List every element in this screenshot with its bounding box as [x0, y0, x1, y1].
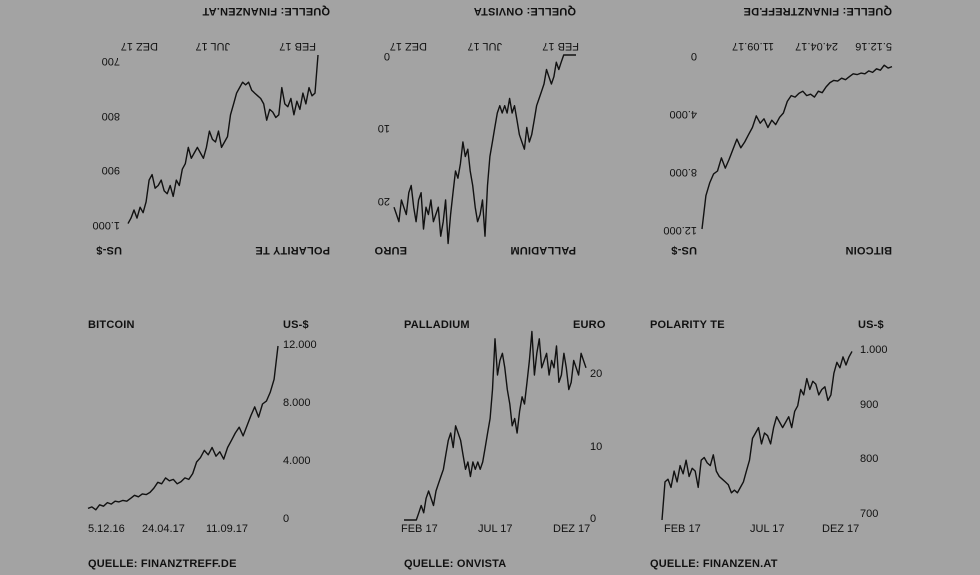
chart-1-y-tick: 0 — [283, 513, 290, 525]
chart-1-unit: US-$ — [283, 319, 309, 331]
chart-3-title: POLARITY TE — [650, 319, 725, 331]
chart-2-series-line — [404, 330, 587, 521]
chart-2-y-tick: 0 — [590, 513, 597, 525]
chart-1-y-tick: 12.000 — [283, 339, 317, 351]
mirrored-chart-1-series-line — [701, 64, 893, 230]
mirrored-chart-3-plot — [127, 54, 319, 224]
chart-3-x-tick: DEZ 17 — [822, 523, 860, 535]
mirrored-chart-1-plot — [701, 64, 893, 230]
chart-3-plot — [661, 351, 853, 521]
chart-2-source: QUELLE: ONVISTA — [404, 558, 507, 570]
mirrored-chart-2-plot — [393, 54, 576, 245]
chart-2-title: PALLADIUM — [404, 319, 470, 331]
chart-1-x-tick: 5.12.16 — [88, 523, 125, 535]
chart-2-x-tick: DEZ 17 — [553, 523, 591, 535]
chart-3-y-tick: 800 — [860, 453, 879, 466]
charts-mirrored: BITCOIN US-$ QUELLE: FINANZTREFF.DE 12.000 8… — [0, 0, 980, 287]
chart-1-title: BITCOIN — [88, 319, 135, 331]
mirrored-chart-2-series-line — [393, 54, 576, 245]
chart-1-y-tick: 4.000 — [283, 455, 311, 467]
chart-3-y-tick: 1.000 — [860, 344, 888, 357]
chart-1-x-tick: 24.04.17 — [142, 523, 185, 535]
charts-upright: BITCOIN US-$ QUELLE: FINANZTREFF.DE 12.000 8… — [0, 288, 980, 575]
chart-1-plot — [87, 345, 279, 511]
chart-3-x-tick: JUL 17 — [750, 523, 785, 535]
chart-2-unit: EURO — [573, 319, 606, 331]
chart-3-y-tick: 700 — [860, 507, 879, 520]
chart-2-x-tick: JUL 17 — [478, 523, 513, 535]
chart-3-x-tick: FEB 17 — [664, 523, 701, 535]
chart-2-x-tick: FEB 17 — [401, 523, 438, 535]
chart-3-y-tick: 900 — [860, 398, 879, 411]
chart-1-source: QUELLE: FINANZTREFF.DE — [88, 558, 237, 570]
chart-2-plot — [404, 330, 587, 521]
chart-2-y-tick: 20 — [590, 368, 603, 380]
chart-1-series-line — [87, 345, 279, 511]
chart-3-unit: US-$ — [858, 319, 884, 331]
chart-1-x-tick: 11.09.17 — [206, 523, 249, 535]
chart-1-y-tick: 8.000 — [283, 397, 311, 409]
chart-2-y-tick: 10 — [590, 440, 603, 453]
mirrored-chart-3-series-line — [127, 54, 319, 224]
chart-3-source: QUELLE: FINANZEN.AT — [650, 558, 778, 570]
chart-3-series-line — [661, 351, 853, 521]
